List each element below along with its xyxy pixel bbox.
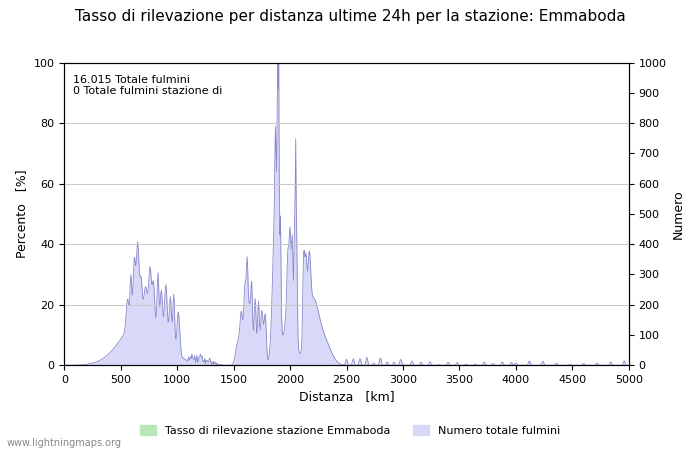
Text: 16.015 Totale fulmini
0 Totale fulmini stazione di: 16.015 Totale fulmini 0 Totale fulmini s…: [73, 75, 222, 96]
Y-axis label: Numero: Numero: [672, 189, 685, 239]
Y-axis label: Percento   [%]: Percento [%]: [15, 170, 28, 258]
Legend: Tasso di rilevazione stazione Emmaboda, Numero totale fulmini: Tasso di rilevazione stazione Emmaboda, …: [135, 420, 565, 440]
X-axis label: Distanza   [km]: Distanza [km]: [299, 391, 394, 404]
Text: www.lightningmaps.org: www.lightningmaps.org: [7, 438, 122, 448]
Text: Tasso di rilevazione per distanza ultime 24h per la stazione: Emmaboda: Tasso di rilevazione per distanza ultime…: [75, 9, 625, 24]
